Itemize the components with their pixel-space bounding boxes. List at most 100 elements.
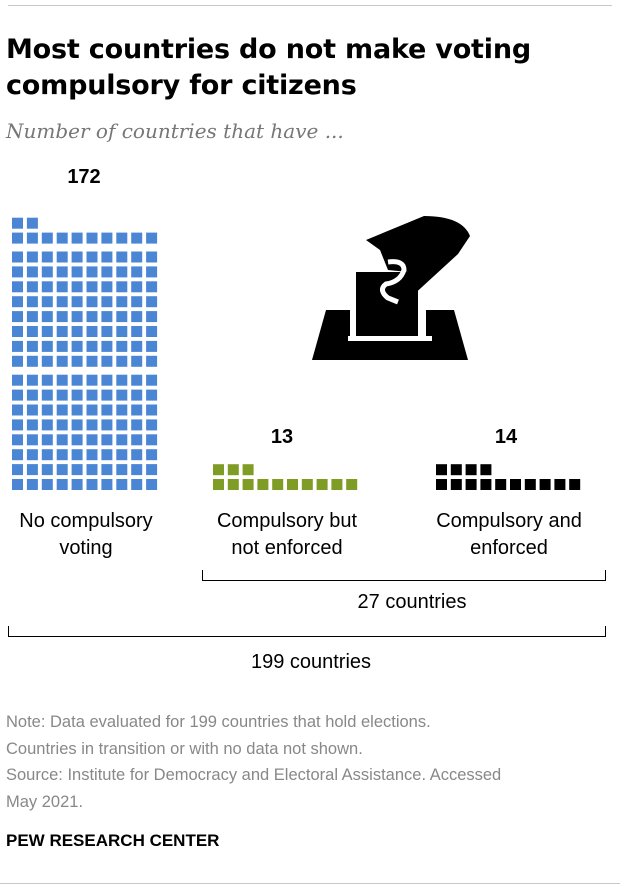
waffle-square-no-compulsory — [86, 374, 98, 386]
waffle-square-no-compulsory — [56, 389, 68, 401]
bracket-label-27: 27 countries — [357, 591, 467, 613]
waffle-square-no-compulsory — [146, 266, 158, 278]
value-label-no-compulsory: 172 — [67, 166, 101, 188]
waffle-square-no-compulsory — [26, 449, 38, 461]
waffle-square-no-compulsory — [86, 479, 98, 490]
waffle-square-no-compulsory — [71, 355, 83, 367]
waffle-square-no-compulsory — [86, 326, 98, 337]
waffle-square-no-compulsory — [131, 479, 143, 490]
waffle-chart — [12, 217, 581, 490]
waffle-square-no-compulsory — [101, 266, 113, 278]
waffle-square-no-compulsory — [56, 281, 68, 293]
waffle-square-no-compulsory — [116, 281, 128, 293]
waffle-square-no-compulsory — [41, 464, 53, 476]
waffle-square-no-compulsory — [41, 389, 53, 401]
waffle-square-no-compulsory — [56, 449, 68, 461]
waffle-square-no-compulsory — [86, 281, 98, 293]
waffle-square-no-compulsory — [71, 464, 83, 476]
waffle-square-no-compulsory — [41, 404, 53, 416]
waffle-square-no-compulsory — [71, 449, 83, 461]
waffle-square-no-compulsory — [12, 281, 23, 293]
waffle-square-no-compulsory — [116, 434, 128, 446]
waffle-square-no-compulsory — [86, 355, 98, 367]
waffle-square-no-compulsory — [41, 355, 53, 367]
waffle-square-no-compulsory — [12, 326, 23, 337]
chart-notes: Note: Data evaluated for 199 countries t… — [6, 709, 616, 815]
waffle-square-compulsory-enforced — [510, 479, 521, 490]
waffle-square-no-compulsory — [41, 251, 53, 263]
waffle-square-no-compulsory — [71, 296, 83, 308]
waffle-square-no-compulsory — [116, 296, 128, 308]
waffle-square-no-compulsory — [86, 404, 98, 416]
source-organization: PEW RESEARCH CENTER — [6, 831, 220, 850]
waffle-square-no-compulsory — [101, 232, 113, 244]
waffle-square-no-compulsory — [116, 464, 128, 476]
waffle-square-no-compulsory — [116, 311, 128, 323]
waffle-square-no-compulsory — [71, 374, 83, 386]
waffle-square-no-compulsory — [26, 389, 38, 401]
source-line: May 2021. — [6, 792, 84, 811]
chart-subtitle: Number of countries that have ... — [6, 119, 344, 143]
waffle-square-no-compulsory — [12, 404, 23, 416]
waffle-square-compulsory-enforced — [436, 464, 447, 476]
waffle-square-no-compulsory — [56, 479, 68, 490]
waffle-square-no-compulsory — [56, 419, 68, 431]
waffle-square-no-compulsory — [26, 281, 38, 293]
waffle-square-no-compulsory — [116, 374, 128, 386]
category-label-line: Compulsory but — [216, 510, 358, 532]
waffle-square-no-compulsory — [86, 311, 98, 323]
waffle-square-no-compulsory — [56, 232, 68, 244]
category-label-line: Compulsory and — [436, 510, 582, 532]
waffle-square-no-compulsory — [101, 389, 113, 401]
waffle-square-no-compulsory — [116, 266, 128, 278]
waffle-square-no-compulsory — [131, 281, 143, 293]
waffle-square-no-compulsory — [56, 464, 68, 476]
waffle-square-no-compulsory — [56, 404, 68, 416]
waffle-square-no-compulsory — [71, 281, 83, 293]
waffle-square-compulsory-enforced — [436, 479, 447, 490]
waffle-square-no-compulsory — [12, 340, 23, 352]
category-label-line: enforced — [470, 537, 548, 559]
waffle-square-no-compulsory — [26, 355, 38, 367]
category-label-no-compulsory: No compulsory voting — [0, 508, 181, 562]
waffle-square-no-compulsory — [101, 374, 113, 386]
waffle-square-no-compulsory — [86, 232, 98, 244]
waffle-square-no-compulsory — [131, 404, 143, 416]
waffle-square-compulsory-not-enforced — [242, 464, 254, 476]
waffle-square-no-compulsory — [101, 251, 113, 263]
waffle-square-no-compulsory — [26, 232, 38, 244]
waffle-square-no-compulsory — [116, 355, 128, 367]
waffle-square-no-compulsory — [146, 419, 158, 431]
waffle-square-no-compulsory — [101, 296, 113, 308]
waffle-square-no-compulsory — [12, 355, 23, 367]
waffle-square-no-compulsory — [56, 311, 68, 323]
waffle-square-no-compulsory — [101, 449, 113, 461]
waffle-square-compulsory-not-enforced — [301, 479, 313, 490]
waffle-square-no-compulsory — [101, 419, 113, 431]
category-label-compulsory-not-enforced: Compulsory but not enforced — [192, 508, 382, 562]
waffle-square-no-compulsory — [41, 266, 53, 278]
category-label-line: voting — [59, 537, 113, 559]
waffle-square-no-compulsory — [26, 326, 38, 337]
waffle-square-no-compulsory — [146, 404, 158, 416]
waffle-square-no-compulsory — [101, 434, 113, 446]
waffle-square-no-compulsory — [101, 479, 113, 490]
waffle-square-no-compulsory — [146, 326, 158, 337]
waffle-square-compulsory-enforced — [480, 479, 492, 490]
waffle-square-compulsory-enforced — [569, 479, 581, 490]
category-label-line: not enforced — [231, 537, 343, 559]
waffle-square-no-compulsory — [146, 449, 158, 461]
waffle-square-no-compulsory — [41, 311, 53, 323]
waffle-square-no-compulsory — [86, 434, 98, 446]
waffle-square-no-compulsory — [131, 232, 143, 244]
waffle-square-no-compulsory — [146, 281, 158, 293]
waffle-square-no-compulsory — [12, 419, 23, 431]
top-rule — [8, 5, 612, 6]
waffle-square-no-compulsory — [116, 419, 128, 431]
waffle-square-compulsory-not-enforced — [331, 479, 343, 490]
waffle-square-no-compulsory — [26, 479, 38, 490]
waffle-square-no-compulsory — [146, 374, 158, 386]
waffle-square-no-compulsory — [86, 449, 98, 461]
waffle-square-no-compulsory — [146, 355, 158, 367]
waffle-square-no-compulsory — [131, 449, 143, 461]
